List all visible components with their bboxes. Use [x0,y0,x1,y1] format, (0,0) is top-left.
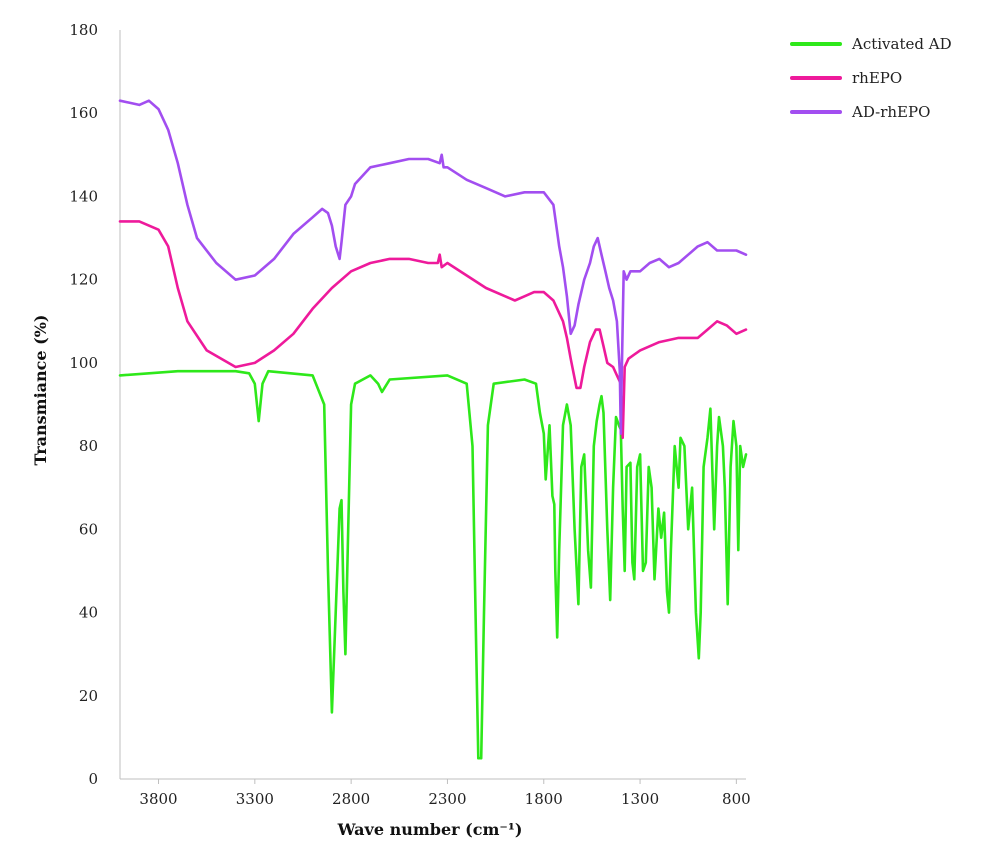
x-tick-label: 3800 [139,790,177,808]
y-tick-label: 0 [88,770,98,788]
y-axis: 0 20 40 60 80 100 120 140 160 180 [69,21,121,788]
y-tick-label: 160 [69,104,98,122]
legend-label: Activated AD [851,35,952,53]
series-line-rhepo [118,220,748,440]
y-tick-label: 40 [79,604,98,622]
x-tick-label: 1800 [525,790,563,808]
y-axis-title: Transmiance (%) [31,314,50,465]
y-tick-label: 180 [69,21,98,39]
legend-label: rhEPO [852,69,902,87]
x-tick-label: 800 [722,790,751,808]
y-tick-label: 100 [69,354,98,372]
y-tick-label: 120 [69,271,98,289]
y-tick-label: 60 [79,520,98,538]
series-line-ad-rhepo [118,99,748,435]
x-tick-label: 2300 [428,790,466,808]
x-tick-label: 1300 [621,790,659,808]
series-line-activated-ad [118,369,748,760]
series-layer [118,99,748,760]
y-tick-label: 20 [79,687,98,705]
x-axis: 3800 3300 2800 2300 1800 1300 800 [120,778,751,808]
legend: Activated AD rhEPO AD-rhEPO [790,35,952,121]
x-axis-title: Wave number (cm⁻¹) [337,820,523,839]
x-tick-label: 3300 [236,790,274,808]
y-tick-label: 140 [69,187,98,205]
y-tick-label: 80 [79,437,98,455]
x-tick-label: 2800 [332,790,370,808]
legend-label: AD-rhEPO [851,103,930,121]
